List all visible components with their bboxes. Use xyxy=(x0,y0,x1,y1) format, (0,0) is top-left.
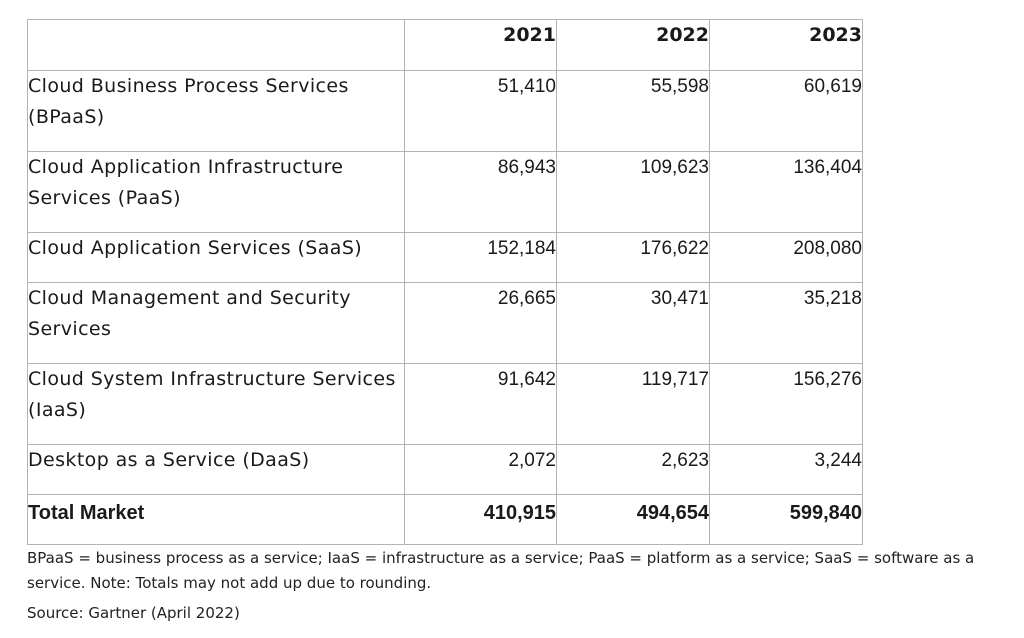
cell-2022: 176,622 xyxy=(556,232,710,283)
total-row: Total Market 410,915 494,654 599,840 xyxy=(27,494,863,545)
row-label: Desktop as a Service (DaaS) xyxy=(27,444,405,495)
cell-2021: 91,642 xyxy=(404,363,557,445)
table-row: Cloud Management and Security Services 2… xyxy=(27,282,863,364)
cell-2023: 60,619 xyxy=(709,70,863,152)
row-label: Cloud Application Services (SaaS) xyxy=(27,232,405,283)
table-row: Desktop as a Service (DaaS) 2,072 2,623 … xyxy=(27,444,863,495)
cell-2023: 208,080 xyxy=(709,232,863,283)
source-line: Source: Gartner (April 2022) xyxy=(27,604,240,622)
header-2021: 2021 xyxy=(404,19,557,71)
cell-2021: 152,184 xyxy=(404,232,557,283)
row-label: Cloud Application Infrastructure Service… xyxy=(27,151,405,233)
header-segment-cell xyxy=(27,19,405,71)
cell-2023: 156,276 xyxy=(709,363,863,445)
header-2022: 2022 xyxy=(556,19,710,71)
cell-2023: 3,244 xyxy=(709,444,863,495)
table-row: Cloud Business Process Services (BPaaS) … xyxy=(27,70,863,152)
total-2021: 410,915 xyxy=(404,494,557,545)
cell-2022: 30,471 xyxy=(556,282,710,364)
header-2023: 2023 xyxy=(709,19,863,71)
table-row: Cloud Application Infrastructure Service… xyxy=(27,151,863,233)
cell-2021: 26,665 xyxy=(404,282,557,364)
cell-2021: 2,072 xyxy=(404,444,557,495)
cell-2021: 86,943 xyxy=(404,151,557,233)
cell-2023: 35,218 xyxy=(709,282,863,364)
table-row: Cloud Application Services (SaaS) 152,18… xyxy=(27,232,863,283)
cell-2023: 136,404 xyxy=(709,151,863,233)
total-label: Total Market xyxy=(27,494,405,545)
cell-2022: 2,623 xyxy=(556,444,710,495)
cell-2022: 119,717 xyxy=(556,363,710,445)
table-header-row: 2021 2022 2023 xyxy=(27,19,863,71)
table-footnote: BPaaS = business process as a service; I… xyxy=(27,549,975,592)
forecast-table: 2021 2022 2023 Cloud Business Process Se… xyxy=(27,19,863,545)
cell-2022: 55,598 xyxy=(556,70,710,152)
row-label: Cloud Management and Security Services xyxy=(27,282,405,364)
table-row: Cloud System Infrastructure Services (Ia… xyxy=(27,363,863,445)
cell-2022: 109,623 xyxy=(556,151,710,233)
total-2023: 599,840 xyxy=(709,494,863,545)
row-label: Cloud System Infrastructure Services (Ia… xyxy=(27,363,405,445)
row-label: Cloud Business Process Services (BPaaS) xyxy=(27,70,405,152)
total-2022: 494,654 xyxy=(556,494,710,545)
cell-2021: 51,410 xyxy=(404,70,557,152)
